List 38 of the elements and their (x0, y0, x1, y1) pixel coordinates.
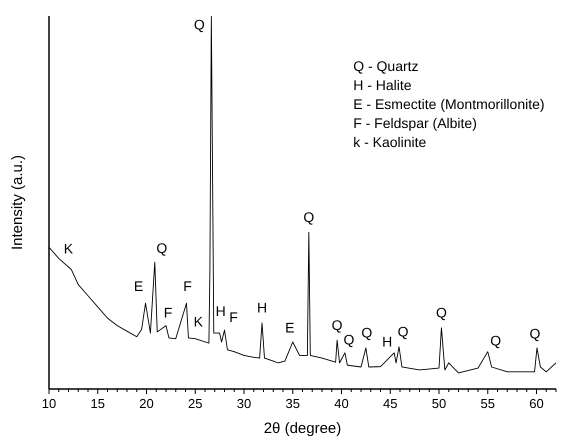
x-tick-label: 60 (529, 396, 544, 411)
x-tick-label: 45 (383, 396, 398, 411)
annotation: H (256, 300, 268, 316)
annotation: Q (436, 304, 447, 321)
x-tick-label: 55 (480, 396, 495, 411)
annotation: Q (194, 16, 205, 33)
x-tick-label: 15 (90, 396, 105, 411)
annotation: K (194, 313, 204, 330)
annotation: E - Esmectite (Montmorillonite) (353, 96, 545, 112)
x-tick-label: 30 (236, 396, 252, 411)
annotation: F (229, 308, 238, 325)
annotation: Q (530, 326, 541, 342)
annotation: K (64, 240, 74, 256)
x-tick-label: 50 (432, 396, 446, 411)
annotation: Q (332, 316, 343, 333)
x-tick-label: 40 (334, 396, 349, 411)
annotation: F (164, 304, 172, 320)
annotation: Q (156, 240, 168, 256)
y-axis-title: Intensity (a.u.) (9, 154, 26, 250)
annotation: Q (303, 209, 314, 226)
annotation: F - Feldspar (Albite) (353, 115, 477, 131)
annotation: Q - Quartz (353, 58, 419, 74)
annotation: E (285, 320, 294, 336)
annotation: Q (398, 324, 409, 340)
annotation: Q (490, 332, 502, 348)
annotation: F (183, 278, 192, 294)
annotation: E (134, 278, 144, 294)
x-axis-title: 2θ (degree) (264, 420, 342, 437)
annotation: Q (361, 324, 372, 341)
x-tick-label: 20 (139, 396, 154, 411)
x-tick-label: 25 (188, 396, 202, 411)
annotation: Q (343, 332, 354, 348)
annotation: H - Halite (353, 77, 412, 93)
annotation: k - Kaolinite (353, 134, 427, 150)
annotation: H (382, 334, 392, 350)
annotation: H (216, 302, 226, 319)
x-tick-label: 10 (42, 396, 56, 411)
x-tick-label: 35 (286, 396, 300, 411)
